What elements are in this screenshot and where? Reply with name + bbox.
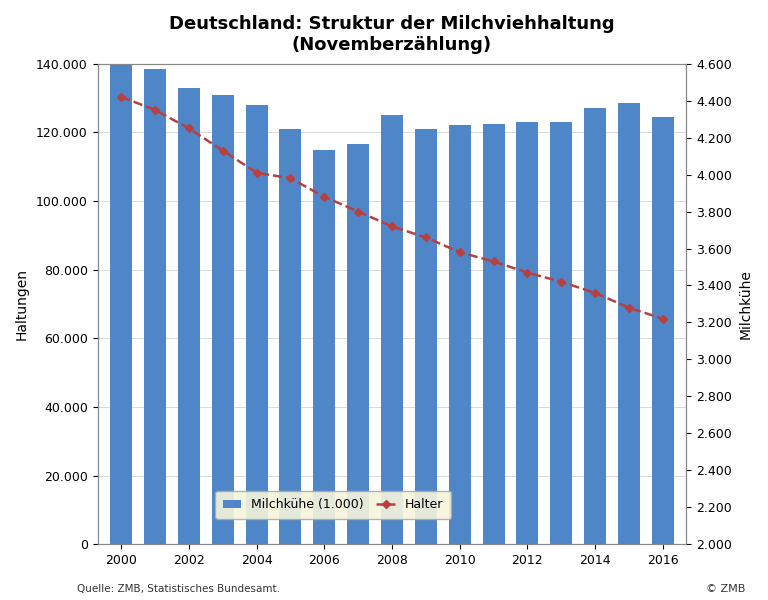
Bar xyxy=(516,122,538,544)
Bar xyxy=(246,105,267,544)
Bar xyxy=(178,88,200,544)
Bar xyxy=(482,124,505,544)
Bar xyxy=(381,115,403,544)
Bar xyxy=(584,109,606,544)
Bar xyxy=(280,129,302,544)
Y-axis label: Haltungen: Haltungen xyxy=(15,268,29,340)
Bar xyxy=(111,64,132,544)
Bar xyxy=(652,117,674,544)
Bar xyxy=(347,145,369,544)
Text: Quelle: ZMB, Statistisches Bundesamt.: Quelle: ZMB, Statistisches Bundesamt. xyxy=(77,584,280,594)
Bar xyxy=(618,103,640,544)
Text: © ZMB: © ZMB xyxy=(706,584,745,594)
Legend: Milchkühe (1.000), Halter: Milchkühe (1.000), Halter xyxy=(215,491,451,519)
Title: Deutschland: Struktur der Milchviehhaltung
(Novemberzählung): Deutschland: Struktur der Milchviehhaltu… xyxy=(169,15,615,54)
Bar xyxy=(313,149,336,544)
Bar xyxy=(144,69,166,544)
Bar xyxy=(212,95,233,544)
Bar xyxy=(550,122,572,544)
Bar xyxy=(415,129,437,544)
Bar xyxy=(449,125,471,544)
Y-axis label: Milchkühe: Milchkühe xyxy=(739,269,753,339)
